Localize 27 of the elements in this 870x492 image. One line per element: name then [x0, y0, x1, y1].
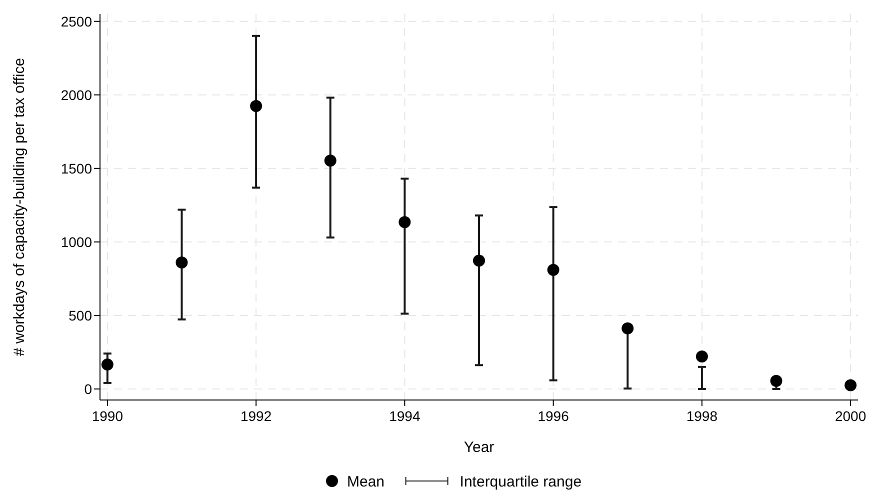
x-tick-label: 1994	[389, 408, 420, 424]
point	[101, 358, 114, 371]
x-tick-label: 2000	[834, 408, 866, 424]
y-tick-label: 1000	[60, 234, 92, 250]
x-tick-label: 1992	[240, 408, 272, 424]
y-tick-label: 1500	[60, 160, 92, 176]
point	[398, 216, 411, 228]
text: Interquartile range	[460, 473, 582, 490]
x-tick-label: 1990	[92, 408, 124, 424]
y-tick-label: 2000	[60, 86, 92, 103]
point	[324, 154, 336, 167]
point	[250, 100, 262, 112]
y-tick-label: 2500	[60, 13, 92, 30]
legend-label: Mean	[347, 473, 385, 490]
point	[844, 379, 857, 392]
point	[473, 254, 485, 267]
x-tick-label: 1996	[538, 408, 570, 424]
point	[696, 350, 708, 362]
y-tick-label: 500	[68, 307, 92, 324]
x-tick-label: 1998	[686, 408, 718, 424]
x-axis-title: Year	[464, 439, 494, 456]
y-tick-label: 0	[84, 380, 92, 397]
point	[547, 264, 560, 276]
point	[176, 256, 188, 269]
y-axis-title: # workdays of capacity-building per tax office	[11, 58, 28, 356]
point	[622, 322, 634, 334]
point	[770, 374, 782, 387]
